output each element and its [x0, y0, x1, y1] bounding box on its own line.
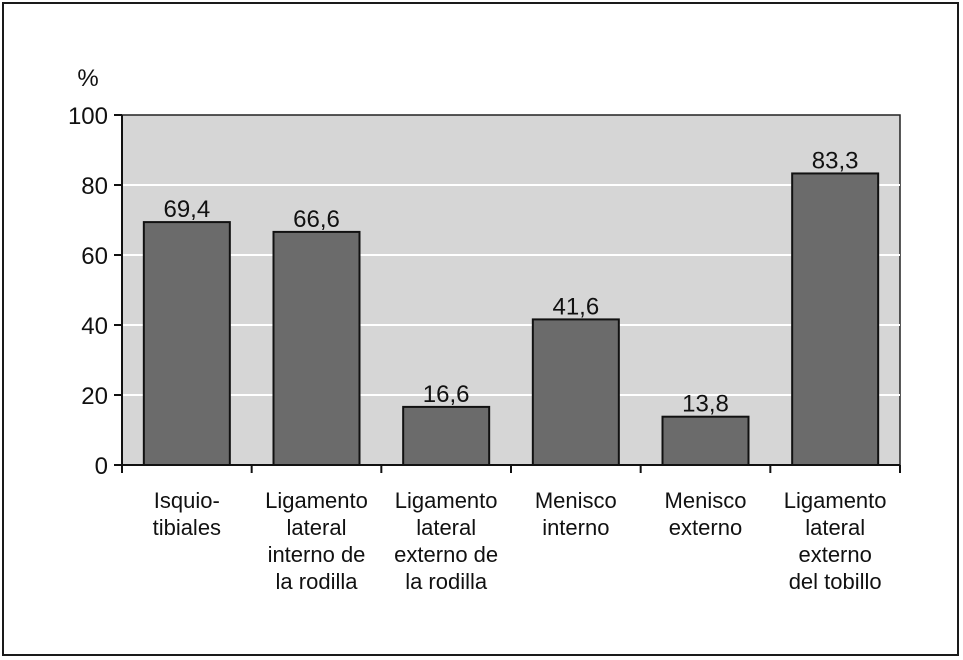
data-label-3: 41,6 [552, 293, 599, 320]
y-tick-label-20: 20 [81, 383, 108, 410]
y-axis-unit-label: % [77, 65, 98, 92]
axes [114, 114, 901, 473]
category-label-4: Menisco externo [665, 488, 747, 540]
category-label-line: interno de [268, 542, 366, 567]
data-labels: 69,4 66,6 16,6 41,6 13,8 83,3 [163, 147, 858, 417]
y-tick-label-100: 100 [68, 103, 108, 130]
category-label-3: Menisco interno [535, 488, 617, 540]
category-label-line: Ligamento [265, 488, 368, 513]
category-label-0: Isquio-tibiales [153, 488, 221, 540]
category-label-line: Menisco [535, 488, 617, 513]
bar-1 [272, 230, 361, 466]
category-label-line: Ligamento [784, 488, 887, 513]
data-label-1: 66,6 [293, 206, 340, 233]
data-label-0: 69,4 [163, 196, 210, 223]
bar-3 [531, 318, 620, 466]
y-tick-label-40: 40 [81, 313, 108, 340]
gridlines [122, 184, 900, 396]
category-label-5: Ligamento lateral externo del tobillo [784, 488, 887, 594]
bar-5 [791, 172, 880, 466]
bar-2 [402, 405, 491, 466]
y-tick-label-80: 80 [81, 173, 108, 200]
category-label-line: Ligamento [395, 488, 498, 513]
data-label-2: 16,6 [423, 381, 470, 408]
category-label-line: Isquio- [154, 488, 220, 513]
category-label-line: la rodilla [405, 569, 488, 594]
category-label-line: externo [669, 515, 742, 540]
data-label-5: 83,3 [812, 147, 859, 174]
category-label-line: lateral [416, 515, 476, 540]
category-label-line: lateral [805, 515, 865, 540]
category-label-line: la rodilla [276, 569, 359, 594]
category-label-line: interno [542, 515, 609, 540]
plot-area [121, 114, 901, 466]
category-label-line: Menisco [665, 488, 747, 513]
bar-0 [142, 221, 231, 466]
bar-4 [661, 415, 750, 467]
data-label-4: 13,8 [682, 391, 729, 418]
category-label-1: Ligamento lateral interno de la rodilla [265, 488, 368, 594]
y-tick-label-0: 0 [95, 453, 108, 480]
category-label-line: externo [798, 542, 871, 567]
category-label-line: externo de [394, 542, 498, 567]
category-label-2: Ligamento lateral externo de la rodilla [394, 488, 498, 594]
category-label-line: lateral [287, 515, 347, 540]
category-label-line: tibiales [153, 515, 221, 540]
category-label-line: del tobillo [789, 569, 882, 594]
y-tick-labels: 0 20 40 60 80 100 [68, 103, 108, 480]
y-tick-label-60: 60 [81, 243, 108, 270]
